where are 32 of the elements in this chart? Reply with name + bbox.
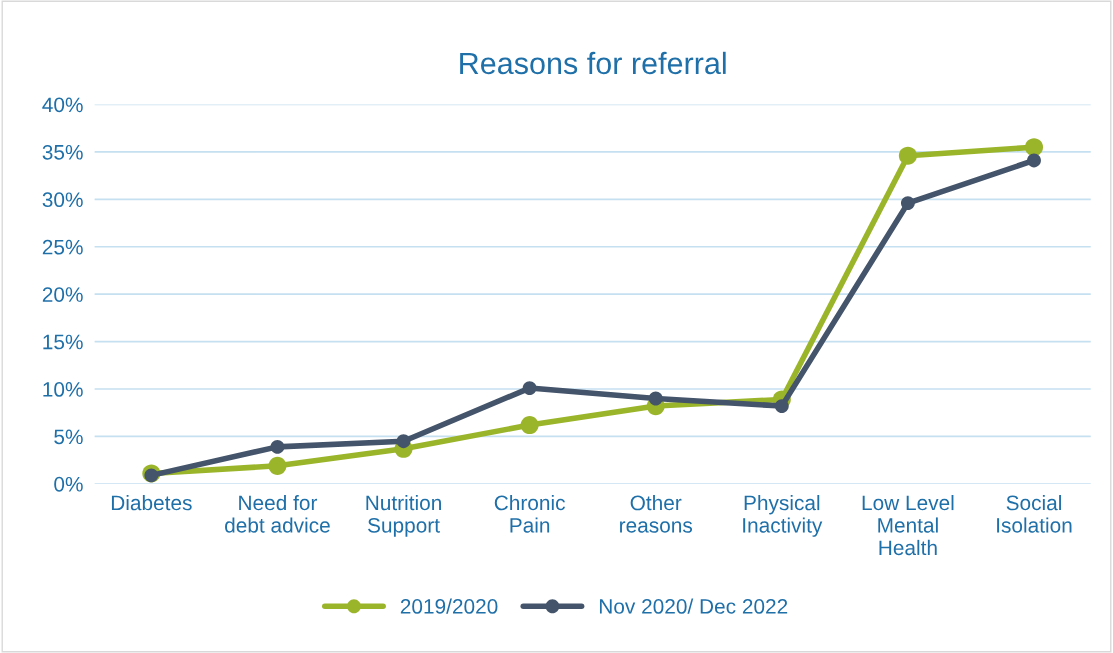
point	[898, 146, 917, 165]
x-tick-label: Low Level Mental Health	[862, 494, 954, 556]
y-tick-label: 10%	[43, 382, 83, 397]
x-tick-label: Nutrition Support	[366, 494, 441, 537]
y-tick-label: 15%	[43, 334, 83, 350]
legend-label: 2019/2020	[400, 598, 498, 614]
x-tick-label: Physical Inactivity	[743, 494, 823, 537]
point	[520, 416, 539, 435]
point	[144, 468, 159, 483]
point	[1024, 138, 1044, 157]
x-tick-label: Chronic Pain	[494, 494, 565, 533]
y-tick-label: 5%	[54, 429, 83, 445]
y-tick-label: 35%	[42, 144, 83, 160]
x-tick-label: Need for debt advice	[225, 494, 330, 533]
x-tick-label: Diabetes	[111, 494, 192, 511]
y-tick-label: 25%	[42, 239, 83, 255]
chart-title: Reasons for referral	[460, 51, 726, 75]
point	[1027, 153, 1041, 168]
legend-label: Nov 2020/ Dec 2022	[599, 598, 788, 614]
point	[270, 439, 285, 454]
point	[268, 456, 287, 475]
point	[648, 391, 663, 406]
y-tick-label: 40%	[42, 97, 83, 113]
point	[522, 381, 537, 396]
point	[900, 196, 915, 211]
y-tick-label: 0%	[54, 476, 83, 492]
point	[774, 399, 789, 414]
y-tick-label: 20%	[42, 287, 83, 302]
x-tick-label: Social Isolation	[997, 494, 1072, 533]
y-tick-label: 30%	[42, 192, 83, 208]
point	[396, 434, 411, 449]
x-tick-label: Other reasons	[620, 494, 693, 533]
